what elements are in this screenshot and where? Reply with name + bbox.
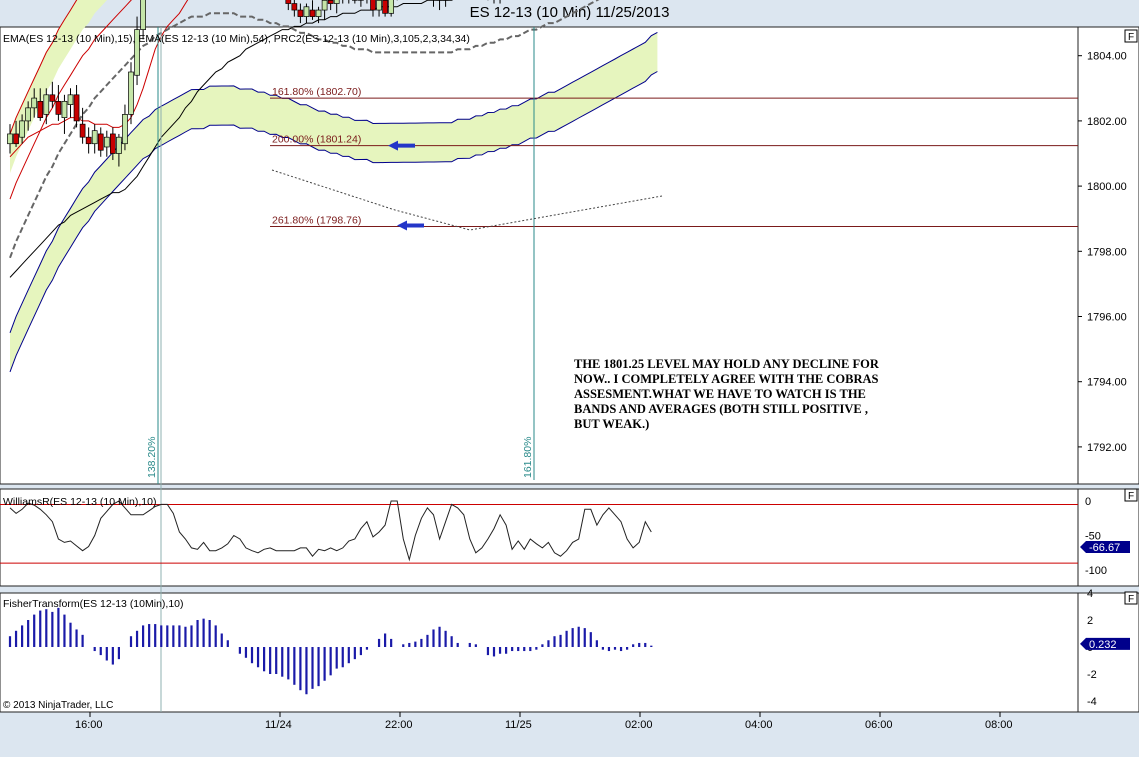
candle [55, 100, 62, 115]
fib-label-261-low: 261.80% (1798.76) [272, 215, 361, 227]
candle [291, 3, 298, 11]
annotation-line: ASSESMENT.WHAT WE HAVE TO WATCH IS THE [574, 387, 866, 401]
candle [85, 136, 92, 145]
arrow-icon [397, 220, 424, 231]
williams-panel-label: WilliamsR(ES 12-13 (10 Min),10) [3, 496, 156, 508]
candle [388, 0, 394, 14]
price-tick-label: 1804.00 [1087, 51, 1127, 63]
candle [382, 0, 388, 14]
candle [31, 97, 38, 109]
panel-menu-button [1124, 591, 1138, 605]
candle [37, 100, 44, 118]
fisher-tick-label: 4 [1087, 588, 1093, 600]
copyright-text: © 2013 NinjaTrader, LLC [3, 700, 113, 711]
candle [309, 9, 316, 17]
x-tick-label: 11/25 [505, 719, 532, 731]
candle [116, 136, 122, 154]
fib-label-200-low: 200.00% (1801.24) [272, 134, 361, 146]
candle [140, 0, 146, 30]
annotation-line: NOW.. I COMPLETELY AGREE WITH THE COBRAS [574, 372, 879, 386]
midline-dashed [9, 0, 600, 259]
fisher-panel-label: FisherTransform(ES 12-13 (10Min),10) [3, 598, 184, 610]
ema15-line [9, 0, 189, 158]
williams-panel [0, 488, 1139, 587]
price-tick-label: 1792.00 [1087, 442, 1127, 454]
candle [370, 0, 376, 11]
candle [61, 100, 68, 118]
annotation-box[interactable]: THE 1801.25 LEVEL MAY HOLD ANY DECLINE F… [568, 355, 904, 437]
x-tick-label: 02:00 [625, 719, 653, 731]
price-tick-label: 1796.00 [1087, 312, 1127, 324]
zigzag-line [271, 169, 663, 231]
candle [109, 133, 116, 154]
fisher-panel [0, 592, 1139, 713]
fisher-badge-text: 0.232 [1089, 639, 1117, 651]
candle [79, 123, 86, 138]
candle [13, 133, 19, 145]
x-tick-label: 11/24 [265, 719, 292, 731]
candle [49, 94, 56, 102]
x-tick-label: 06:00 [865, 719, 893, 731]
candle [73, 94, 80, 122]
x-tick-label: 16:00 [75, 719, 103, 731]
candle [43, 94, 50, 115]
candle [333, 0, 340, 4]
candle [103, 136, 110, 148]
fisher-tick-label: -4 [1087, 696, 1097, 708]
panel-menu-button-label: F [1128, 594, 1134, 605]
panel-menu-button-label: F [1128, 491, 1134, 502]
fisher-tick-label: -2 [1087, 669, 1097, 681]
fib-label-161-low: 161.80% (1802.70) [272, 86, 361, 98]
fisher-badge [1080, 637, 1130, 650]
price-tick-label: 1794.00 [1087, 377, 1127, 389]
arrow-icon [388, 140, 415, 151]
price-tick-label: 1800.00 [1087, 181, 1127, 193]
candle [315, 9, 322, 17]
candle [327, 0, 334, 4]
x-tick-label: 08:00 [985, 719, 1013, 731]
candle [91, 130, 98, 145]
x-tick-label: 22:00 [385, 719, 413, 731]
panel-menu-button [1124, 29, 1138, 43]
ema54-line [9, 0, 454, 278]
candle [67, 94, 74, 105]
candle [134, 29, 140, 76]
candle [7, 133, 13, 145]
williams-line [9, 500, 652, 562]
candle [128, 71, 134, 115]
lower-band [10, 32, 658, 372]
annotation-line: THE 1801.25 LEVEL MAY HOLD ANY DECLINE F… [574, 357, 879, 371]
annotation-line: BANDS AND AVERAGES (BOTH STILL POSITIVE … [574, 402, 868, 416]
fisher-tick-label: 2 [1087, 615, 1093, 627]
x-tick-label: 04:00 [745, 719, 773, 731]
candle [297, 9, 304, 17]
fib-vertical-label-161: 161.80% [522, 437, 534, 478]
price-tick-label: 1798.00 [1087, 246, 1127, 258]
panel-menu-button-label: F [1128, 32, 1134, 43]
candle [376, 0, 382, 11]
price-tick-label: 1802.00 [1087, 116, 1127, 128]
candle [25, 107, 31, 122]
upper-band [10, 0, 108, 174]
upper-band-inner-line [9, 0, 132, 200]
candle [19, 120, 25, 138]
price-panel-label: EMA(ES 12-13 (10 Min),15), EMA(ES 12-13 … [3, 33, 470, 45]
candle [303, 6, 310, 17]
window-title: ES 12-13 (10 Min) 11/25/2013 [469, 4, 670, 21]
candle [321, 0, 328, 11]
williams-badge [1080, 541, 1130, 554]
annotation-line: BUT WEAK.) [574, 417, 650, 431]
candle [122, 114, 128, 145]
williams-badge-text: -66.67 [1089, 542, 1120, 554]
candle [97, 133, 104, 151]
panel-menu-button [1124, 488, 1138, 502]
lower-band-outer-line [9, 71, 658, 373]
williams-tick-label: 0 [1085, 496, 1091, 508]
williams-tick-label: -50 [1085, 531, 1101, 543]
williams-tick-label: -100 [1085, 565, 1107, 577]
fib-vertical-label-138: 138.20% [146, 437, 158, 478]
candle [285, 0, 292, 4]
